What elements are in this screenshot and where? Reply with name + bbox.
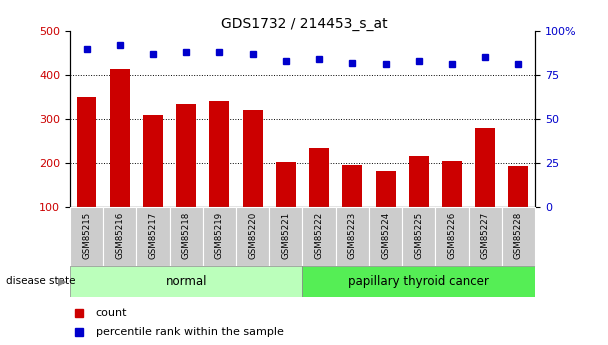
Bar [309, 148, 329, 207]
Text: GSM85221: GSM85221 [282, 212, 291, 259]
Text: GSM85217: GSM85217 [148, 212, 157, 259]
Bar [136, 207, 170, 266]
Bar [402, 207, 435, 266]
Bar [502, 207, 535, 266]
Bar [336, 207, 369, 266]
Bar [269, 207, 302, 266]
Bar [469, 207, 502, 266]
Bar [508, 166, 528, 207]
Text: GSM85219: GSM85219 [215, 212, 224, 259]
Bar [302, 207, 336, 266]
Text: GSM85223: GSM85223 [348, 212, 357, 259]
Bar [243, 110, 263, 207]
Bar [70, 266, 302, 297]
Bar [409, 156, 429, 207]
Bar [475, 128, 495, 207]
Text: GSM85228: GSM85228 [514, 212, 523, 259]
Text: GSM85215: GSM85215 [82, 212, 91, 259]
Bar [70, 207, 103, 266]
Text: disease state: disease state [6, 276, 75, 286]
Text: GSM85227: GSM85227 [481, 212, 489, 259]
Text: normal: normal [165, 275, 207, 288]
Bar [342, 165, 362, 207]
Text: GSM85222: GSM85222 [314, 212, 323, 259]
Text: GSM85216: GSM85216 [116, 212, 124, 259]
Bar [203, 207, 236, 266]
Bar [110, 69, 130, 207]
Text: GSM85218: GSM85218 [182, 212, 191, 259]
Text: papillary thyroid cancer: papillary thyroid cancer [348, 275, 489, 288]
Bar [302, 266, 535, 297]
Text: GSM85226: GSM85226 [447, 212, 457, 259]
Bar [435, 207, 469, 266]
Bar [369, 207, 402, 266]
Text: count: count [95, 308, 127, 318]
Text: GSM85224: GSM85224 [381, 212, 390, 259]
Text: ▶: ▶ [58, 276, 66, 286]
Text: GSM85220: GSM85220 [248, 212, 257, 259]
Bar [143, 115, 163, 207]
Text: percentile rank within the sample: percentile rank within the sample [95, 327, 283, 337]
Bar [209, 101, 229, 207]
Text: GSM85225: GSM85225 [414, 212, 423, 259]
Bar [170, 207, 203, 266]
Bar [77, 97, 97, 207]
Bar [276, 162, 296, 207]
Text: GDS1732 / 214453_s_at: GDS1732 / 214453_s_at [221, 17, 387, 31]
Bar [442, 161, 462, 207]
Bar [103, 207, 136, 266]
Bar [376, 171, 395, 207]
Bar [236, 207, 269, 266]
Bar [176, 104, 196, 207]
